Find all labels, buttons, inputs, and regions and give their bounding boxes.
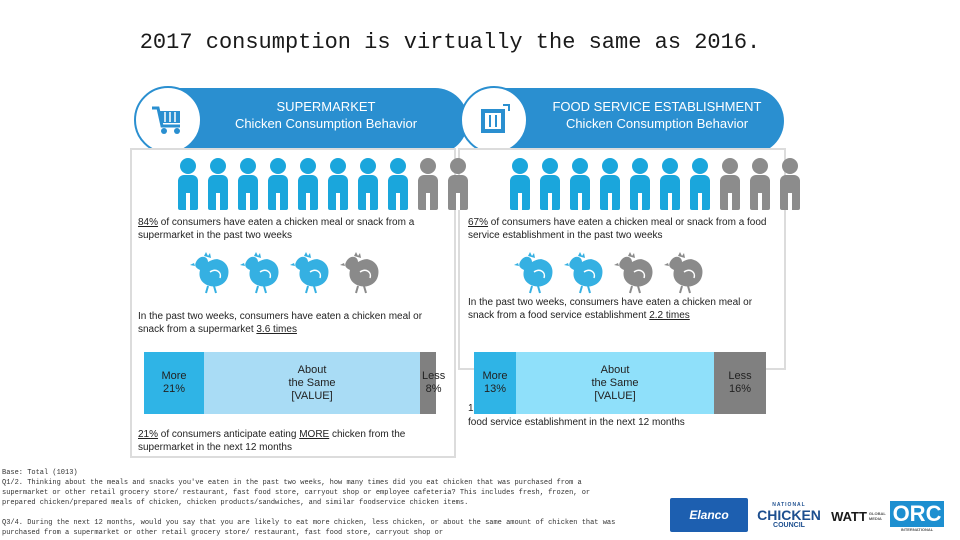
chicken-icon [240,252,284,294]
banner-line2: Chicken Consumption Behavior [565,116,749,131]
person-icon [600,158,620,210]
banner-line2: Chicken Consumption Behavior [234,116,418,131]
bar-same-supermarket: About the Same [VALUE] [204,352,420,414]
chicken-icon [190,252,234,294]
elanco-logo: Elanco [670,498,748,532]
chicken-icon [664,252,708,294]
ncc-top: NATIONAL [772,501,806,508]
stat-text: chicken from the supermarket in the next… [138,429,406,453]
person-icon [540,158,560,210]
orc-text: ORC [889,500,945,527]
page-title: 2017 consumption is virtually the same a… [139,30,761,55]
stat-pct: 21% [138,429,159,440]
chicken-icon [514,252,558,294]
person-icon [570,158,590,210]
stat-pct: 84% [138,217,159,228]
person-icon [448,158,468,210]
bar-more-supermarket: More 21% [144,352,204,414]
stat-more: MORE [299,429,330,440]
footnote-base: Base: Total (1013) [2,469,78,477]
person-icon [690,158,710,210]
chicken-icon [614,252,658,294]
food-service-stat2: In the past two weeks, consumers have ea… [468,296,780,322]
bar-more-food-service: More 13% [474,352,516,414]
bar-less-food-service: Less 16% [714,352,766,414]
person-icon [238,158,258,210]
food-service-stat1: 67% of consumers have eaten a chicken me… [468,216,780,242]
person-icon [418,158,438,210]
person-icon [268,158,288,210]
watt-sub: GLOBAL MEDIA [868,511,886,521]
food-service-banner: FOOD SERVICE ESTABLISHMENT Chicken Consu… [460,86,784,154]
bar-less-supermarket: Less 8% [420,352,445,414]
restaurant-icon [460,86,528,154]
watt-logo: WATT GLOBAL MEDIA [828,504,886,528]
chicken-icon [340,252,384,294]
bar-less-label: Less 8% [422,370,446,395]
person-icon [630,158,650,210]
person-icon [358,158,378,210]
ncc-bot: COUNCIL [773,521,805,529]
stat-times: 2.2 times [649,310,690,321]
orc-logo: ORC INTERNATIONAL [889,498,945,534]
stat-text: In the past two weeks, consumers have ea… [468,297,753,321]
person-icon [510,158,530,210]
ncc-mid: CHICKEN [757,506,821,523]
watt-text: WATT [831,508,867,524]
orc-sub: INTERNATIONAL [900,526,934,532]
bar-same-food-service: About the Same [VALUE] [516,352,714,414]
person-icon [750,158,770,210]
chicken-icon [564,252,608,294]
person-icon [178,158,198,210]
food-service-stat3: food service establishment in the next 1… [468,417,685,428]
supermarket-stat1: 84% of consumers have eaten a chicken me… [138,216,450,242]
shopping-cart-icon [134,86,202,154]
supermarket-stat3: 21% of consumers anticipate eating MORE … [138,428,450,454]
footnote-q1: Q1/2. Thinking about the meals and snack… [2,479,591,507]
stat-text: In the past two weeks, consumers have ea… [138,311,423,335]
chicken-council-logo: NATIONAL CHICKEN COUNCIL [754,498,824,532]
footnote-q3: Q3/4. During the next 12 months, would y… [2,519,616,537]
person-icon [328,158,348,210]
person-icon [660,158,680,210]
food-service-overlap-text: 1 [468,403,474,414]
stat-times: 3.6 times [256,324,297,335]
supermarket-stat2: In the past two weeks, consumers have ea… [138,310,450,336]
person-icon [208,158,228,210]
person-icon [780,158,800,210]
person-icon [298,158,318,210]
elanco-text: Elanco [689,508,729,522]
person-icon [388,158,408,210]
stat-text: of consumers have eaten a chicken meal o… [468,217,767,241]
stat-pct: 67% [468,217,489,228]
chicken-icon [290,252,334,294]
banner-line1: FOOD SERVICE ESTABLISHMENT [552,99,762,114]
stat-text: of consumers have eaten a chicken meal o… [138,217,415,241]
supermarket-banner: SUPERMARKET Chicken Consumption Behavior [134,86,468,154]
stat-text: of consumers anticipate eating [158,429,300,440]
banner-line1: SUPERMARKET [276,99,376,114]
person-icon [720,158,740,210]
